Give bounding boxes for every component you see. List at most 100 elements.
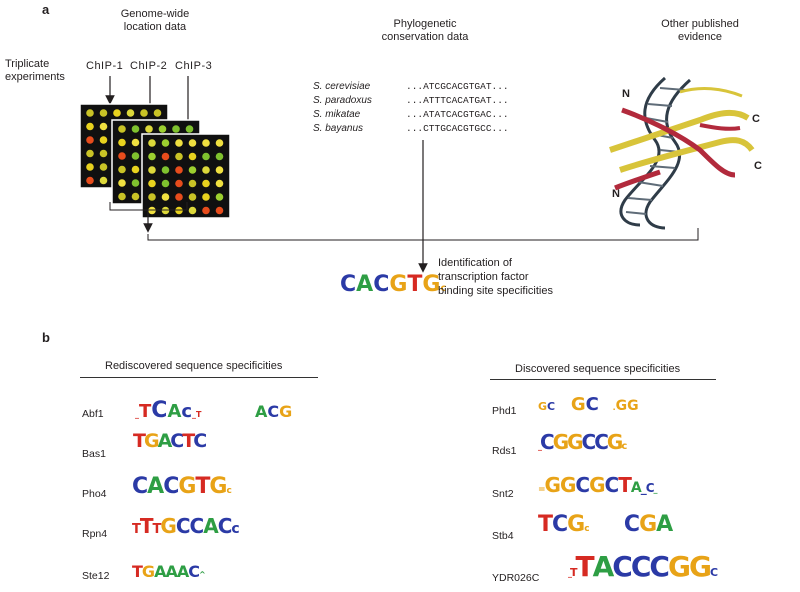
species-name: S. paradoxus [313,95,372,106]
rediscovered-rule [80,377,318,378]
motif-logo-ste12: TGAAAC^ [132,562,206,581]
array-spot [175,152,183,161]
evidence-header: Other published evidence [640,18,760,44]
terminus-n-1: N [622,88,630,100]
array-spot [188,193,197,201]
aligned-sequence: ...ATCGCACGTGAT... [406,81,509,92]
discovered-rule [490,379,716,380]
array-spot [126,109,135,117]
array-spot [202,206,210,215]
gene-label: Pho4 [82,488,107,500]
array-spot [202,179,210,188]
array-spot [148,193,156,201]
gene-label: Snt2 [492,488,514,500]
species-name: S. cerevisiae [313,81,371,92]
array-spot [140,109,148,117]
array-spot [188,179,197,188]
array-spot [148,139,156,147]
evidence-header-line1: Other published [661,18,739,30]
motif-logo-phd1: GC GC .GG [538,394,639,415]
array-spot [175,139,183,147]
triplicate-line1: Triplicate [5,58,50,70]
array-spot [161,166,170,174]
array-spot [118,138,126,147]
triplicate-line2: experiments [5,71,65,83]
array-spot [99,163,108,171]
array-spot [118,192,126,201]
identification-text: Identification of transcription factor b… [438,256,553,298]
array-spot [215,179,224,188]
array-spot [131,138,140,147]
array-spot [215,139,224,147]
panel-a-label: a [42,2,50,17]
panel-b-label: b [42,330,50,345]
genome-header-line1: Genome-wide [120,8,190,20]
array-spot [148,179,156,188]
consensus-motif-logo: CACGTGc [340,272,447,297]
protein-dna-structure [609,76,755,230]
array-spot [118,152,126,160]
array-spot [86,109,94,117]
gene-label: YDR026C [492,572,540,584]
array-spot [158,125,167,133]
terminus-n-2: N [612,188,620,200]
phylo-header-line2: conservation data [381,31,469,43]
array-spot [131,192,140,201]
array-spot [86,149,94,158]
species-name: S. bayanus [313,123,364,134]
microarray-stack [79,103,231,219]
array-spot [215,206,224,215]
array-spot [202,193,210,201]
array-spot [99,176,108,185]
discovered-title: Discovered sequence specificities [515,363,681,375]
array-spot [161,179,170,188]
array-spot [175,179,183,188]
motif-logo-bas1: TGACTC [133,430,207,452]
array-spot [202,166,210,174]
gene-label: Rpn4 [82,528,108,540]
array-spot [131,152,140,160]
array-spot [148,152,156,161]
array-spot [188,152,197,161]
array-spot [161,139,170,147]
motif-logo-stb4: TCGc CGA [538,512,673,537]
gene-label: Rds1 [492,445,517,457]
genome-header-line2: location data [123,21,187,33]
array-spot [161,193,170,201]
array-spot [131,179,140,187]
microarray-3 [141,133,231,219]
array-spot [99,136,108,144]
array-spot [131,165,140,174]
triplicate-label: Triplicate experiments [5,58,65,84]
species-name: S. mikatae [313,109,361,120]
array-spot [153,109,162,117]
motif-logo-abf1-second: ACG [255,402,293,421]
gene-label: Ste12 [82,570,110,582]
array-spot [99,122,108,131]
motif-logo-snt2: =GGCGCTA_C_ [538,473,658,497]
sequence-list: ...ATCGCACGTGAT... ...ATTTCACATGAT... ..… [406,80,509,136]
array-spot [99,109,108,117]
phylo-header-line1: Phylogenetic [393,18,457,30]
aligned-sequence: ...ATTTCACATGAT... [406,95,509,106]
motif-logo-rpn4: TTTGCCACc [132,514,240,538]
gene-label: Abf1 [82,408,104,420]
chip-1-label: ChIP-1 [86,60,124,72]
gene-label: Stb4 [492,530,514,542]
motif-logo-abf1: _TCAc_T [135,398,202,423]
gene-label: Phd1 [492,405,517,417]
aligned-sequence: ...CTTGCACGTGCC... [406,123,509,134]
array-spot [86,163,94,171]
chip-2-label: ChIP-2 [130,60,168,72]
array-spot [148,166,156,174]
array-spot [131,125,140,133]
identification-line2: transcription factor [438,271,529,283]
array-spot [188,206,197,215]
gene-label: Bas1 [82,448,106,460]
array-spot [185,125,194,133]
array-spot [202,139,210,147]
array-spot [145,125,153,133]
panel-a-graphics [79,76,755,273]
array-spot [86,176,94,185]
array-spot [215,166,224,174]
